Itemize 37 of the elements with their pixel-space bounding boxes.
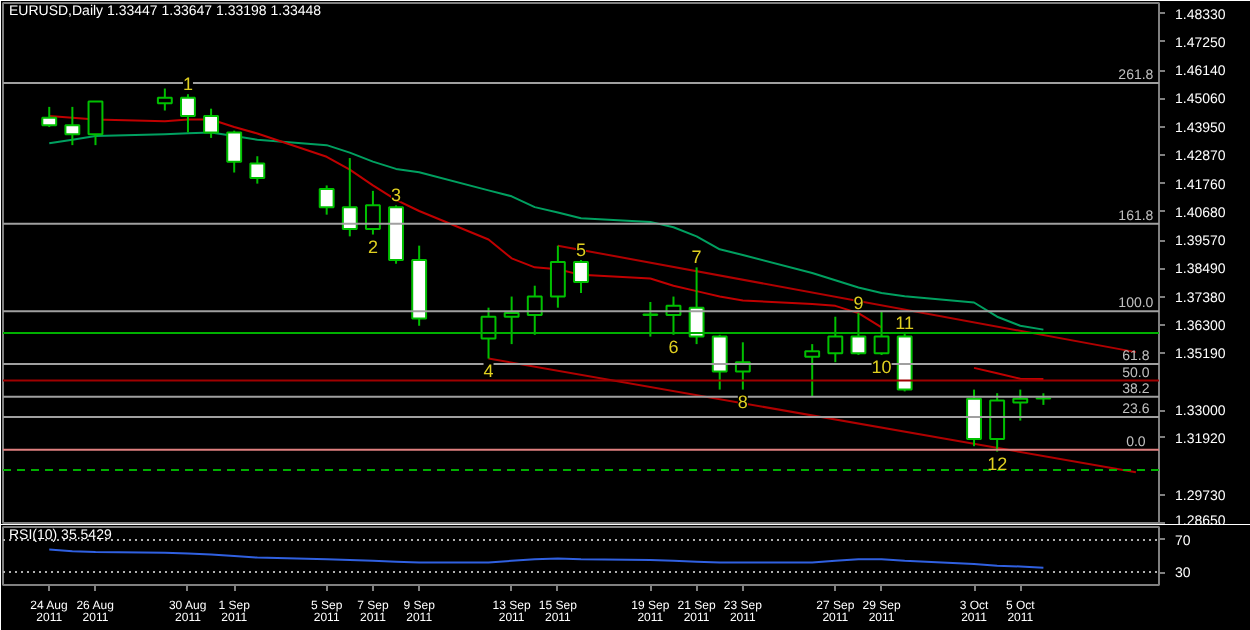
candlestick <box>318 184 335 216</box>
candlestick <box>642 300 659 338</box>
annotation: 10 <box>871 356 892 377</box>
candlestick <box>804 343 821 398</box>
annotation: 5 <box>575 240 587 261</box>
candlestick <box>549 244 566 309</box>
candlestick <box>41 105 58 129</box>
candlestick <box>87 100 104 147</box>
annotation: 1 <box>182 74 193 95</box>
candlestick <box>711 333 728 391</box>
candlestick <box>203 107 220 139</box>
candlestick <box>226 129 243 174</box>
annotation: 4 <box>483 360 494 381</box>
annotation: 11 <box>895 313 915 333</box>
annotation: 3 <box>391 185 402 206</box>
candlestick <box>573 259 589 294</box>
annotation: 12 <box>987 453 1008 474</box>
candlestick <box>850 312 867 356</box>
line-series <box>48 548 1045 569</box>
annotation: 7 <box>691 247 702 268</box>
candlestick <box>156 87 173 112</box>
candlestick <box>364 189 381 236</box>
candlestick <box>827 315 844 364</box>
annotation: 6 <box>668 336 679 357</box>
candlestick <box>873 310 890 356</box>
candlestick <box>526 284 543 336</box>
annotation: 8 <box>737 391 748 412</box>
candlestick <box>966 388 982 448</box>
candlestick <box>249 155 266 185</box>
candlestick <box>989 392 1006 453</box>
candlestick <box>64 105 81 147</box>
candlestick <box>1012 388 1029 422</box>
annotation: 2 <box>367 236 378 257</box>
annotation: 9 <box>853 293 864 314</box>
candlestick <box>180 93 196 134</box>
candlestick <box>503 295 520 346</box>
candlestick <box>341 157 358 238</box>
